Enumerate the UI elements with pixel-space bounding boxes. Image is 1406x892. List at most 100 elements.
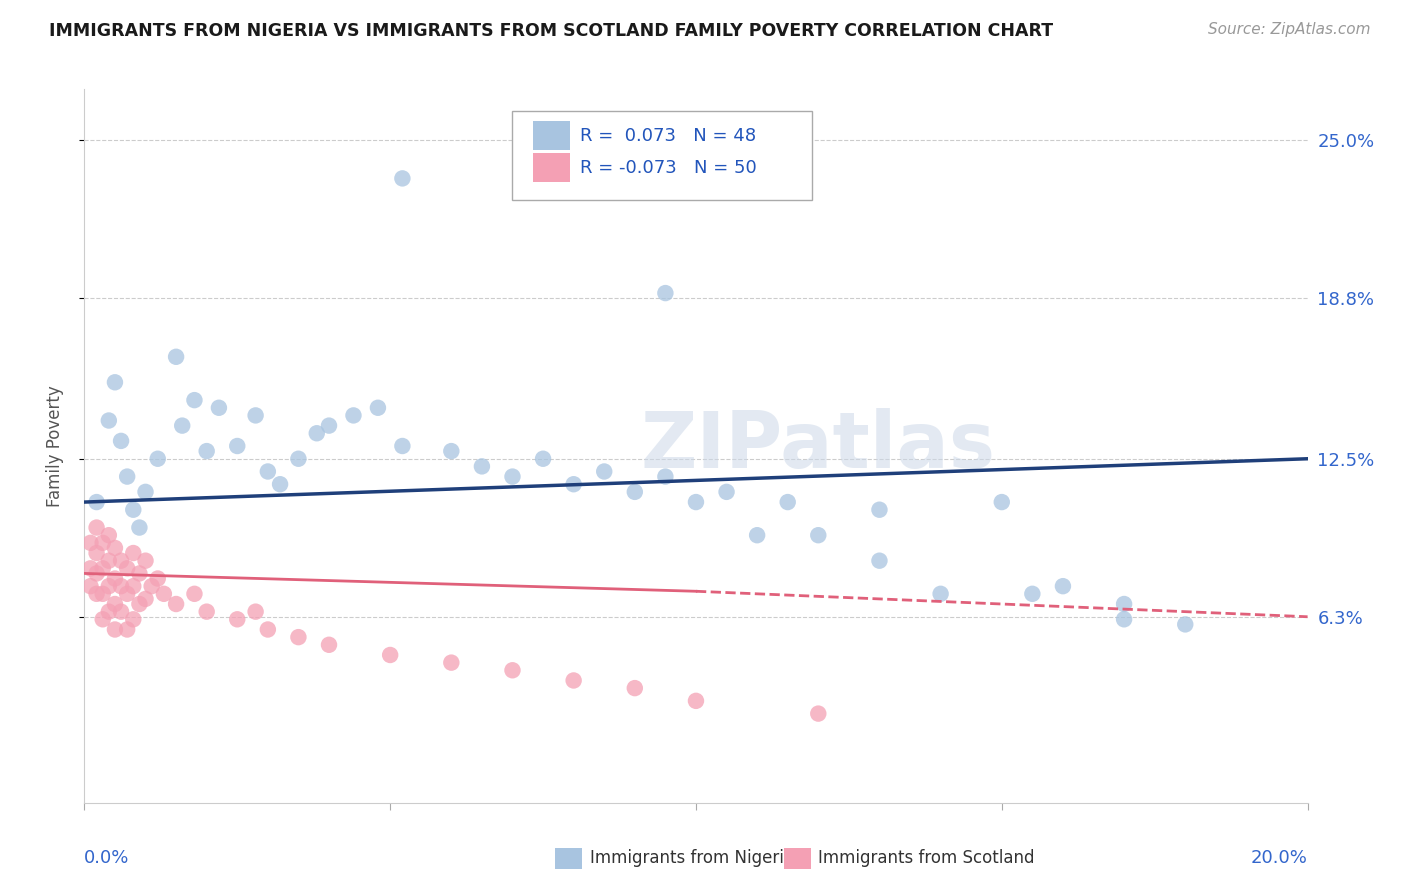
Point <box>1021 587 1043 601</box>
Point <box>776 495 799 509</box>
Point <box>440 444 463 458</box>
Text: R =  0.073   N = 48: R = 0.073 N = 48 <box>579 127 756 145</box>
Point <box>135 591 157 606</box>
Point <box>245 409 267 423</box>
Point <box>86 587 108 601</box>
Point <box>305 426 328 441</box>
Point <box>502 663 524 677</box>
Point <box>104 572 127 586</box>
Point <box>269 477 291 491</box>
Point <box>79 561 101 575</box>
Point <box>654 469 676 483</box>
Text: Source: ZipAtlas.com: Source: ZipAtlas.com <box>1208 22 1371 37</box>
Point <box>104 376 127 390</box>
Point <box>110 605 132 619</box>
Point <box>79 579 101 593</box>
Point <box>654 286 676 301</box>
Point <box>257 623 280 637</box>
Text: Immigrants from Scotland: Immigrants from Scotland <box>818 849 1035 867</box>
Point <box>172 418 194 433</box>
Point <box>86 566 108 581</box>
Point <box>104 541 127 555</box>
Point <box>562 673 585 688</box>
Point <box>440 656 463 670</box>
Point <box>869 502 891 516</box>
Point <box>747 528 769 542</box>
Point <box>380 648 402 662</box>
Point <box>1114 612 1136 626</box>
Point <box>122 579 145 593</box>
Point <box>471 459 494 474</box>
Point <box>391 171 413 186</box>
Text: IMMIGRANTS FROM NIGERIA VS IMMIGRANTS FROM SCOTLAND FAMILY POVERTY CORRELATION C: IMMIGRANTS FROM NIGERIA VS IMMIGRANTS FR… <box>49 22 1053 40</box>
Point <box>141 579 163 593</box>
Point <box>165 597 187 611</box>
Point <box>318 638 340 652</box>
Point <box>1174 617 1197 632</box>
Point <box>104 623 127 637</box>
Point <box>531 451 554 466</box>
Point <box>208 401 231 415</box>
Point <box>245 605 267 619</box>
Point <box>110 579 132 593</box>
Point <box>226 612 249 626</box>
Point <box>287 451 309 466</box>
Point <box>195 444 218 458</box>
Point <box>226 439 249 453</box>
Point <box>91 587 114 601</box>
Point <box>807 706 830 721</box>
Point <box>110 554 132 568</box>
Point <box>287 630 309 644</box>
Text: Immigrants from Nigeria: Immigrants from Nigeria <box>589 849 793 867</box>
Point <box>122 502 145 516</box>
Point <box>391 439 413 453</box>
Point <box>807 528 830 542</box>
Point <box>183 393 205 408</box>
Point <box>1052 579 1074 593</box>
Point <box>128 566 150 581</box>
Point <box>195 605 218 619</box>
Point <box>128 597 150 611</box>
Point <box>1114 597 1136 611</box>
Y-axis label: Family Poverty: Family Poverty <box>45 385 63 507</box>
Point <box>115 587 138 601</box>
Text: 0.0%: 0.0% <box>84 848 129 867</box>
Point <box>562 477 585 491</box>
Point <box>929 587 952 601</box>
Point <box>716 484 738 499</box>
Point <box>97 528 120 542</box>
Point <box>115 469 138 483</box>
Point <box>86 546 108 560</box>
Point <box>104 597 127 611</box>
FancyBboxPatch shape <box>555 847 582 869</box>
Point <box>97 554 120 568</box>
Point <box>91 561 114 575</box>
Point <box>869 554 891 568</box>
Point <box>122 612 145 626</box>
Point <box>146 451 169 466</box>
Point <box>91 612 114 626</box>
Point <box>183 587 205 601</box>
Point <box>110 434 132 448</box>
Point <box>685 694 707 708</box>
Point <box>115 561 138 575</box>
Point <box>685 495 707 509</box>
Point <box>128 520 150 534</box>
Point <box>342 409 364 423</box>
Point <box>135 484 157 499</box>
Text: 20.0%: 20.0% <box>1251 848 1308 867</box>
Point <box>86 520 108 534</box>
FancyBboxPatch shape <box>785 847 811 869</box>
Point <box>624 484 647 499</box>
Point <box>153 587 176 601</box>
Point <box>146 572 169 586</box>
Point <box>991 495 1014 509</box>
Point <box>624 681 647 695</box>
Point <box>502 469 524 483</box>
Point <box>91 536 114 550</box>
Point <box>318 418 340 433</box>
Text: R = -0.073   N = 50: R = -0.073 N = 50 <box>579 159 756 177</box>
Point <box>97 413 120 427</box>
FancyBboxPatch shape <box>533 153 569 182</box>
FancyBboxPatch shape <box>533 121 569 150</box>
